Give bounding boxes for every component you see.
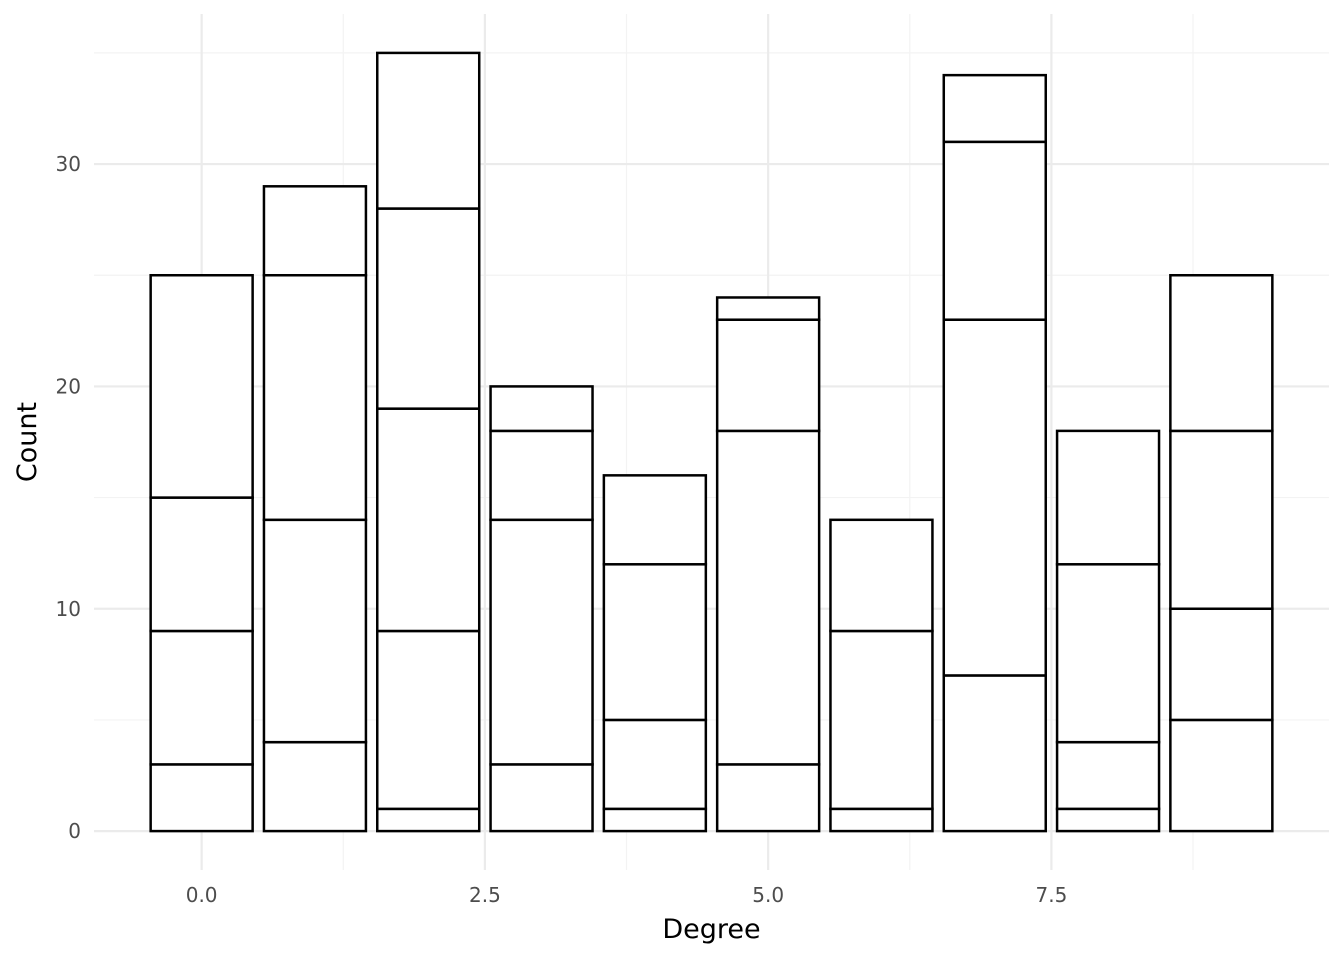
bar-segment (715, 318, 821, 433)
x-axis-title: Degree (662, 914, 760, 945)
bar-segment (1169, 607, 1274, 722)
y-axis-title: Count (12, 402, 43, 482)
y-tick-label: 10 (56, 597, 81, 621)
bar-segment (262, 185, 368, 277)
bar-segment (149, 273, 254, 499)
bar-segment (1055, 429, 1161, 566)
bars (149, 51, 1274, 833)
bar-segment (376, 207, 481, 410)
y-axis-tick-labels: 0 10 20 30 (56, 152, 81, 843)
y-tick-label: 30 (56, 152, 81, 176)
y-tick-label: 20 (56, 374, 81, 398)
bar-segment (489, 763, 594, 833)
bar-segment (262, 740, 368, 833)
bar-segment (829, 807, 934, 833)
bar-segment (149, 763, 254, 833)
bar-segment (1169, 273, 1274, 433)
bar-segment (602, 807, 708, 833)
bar-segment (262, 518, 368, 744)
x-tick-label: 5.0 (752, 883, 784, 907)
bar-segment (602, 563, 708, 722)
bar-segment (376, 51, 481, 210)
bar-segment (489, 518, 594, 766)
x-tick-label: 0.0 (186, 883, 218, 907)
bar-segment (829, 629, 934, 811)
x-axis-tick-labels: 0.0 2.5 5.0 7.5 (186, 883, 1068, 907)
bar-segment (262, 273, 368, 522)
bar-segment (942, 318, 1047, 677)
bar-segment (1055, 807, 1161, 833)
bar-segment (602, 718, 708, 811)
bar-segment (376, 629, 481, 811)
bar-segment (489, 429, 594, 522)
bar-segment (715, 429, 821, 766)
bar-segment (715, 763, 821, 833)
bar-segment (489, 385, 594, 433)
x-tick-label: 7.5 (1036, 883, 1068, 907)
y-tick-label: 0 (68, 819, 81, 843)
bar-segment (715, 296, 821, 321)
bar-segment (942, 674, 1047, 833)
bar-segment (149, 496, 254, 633)
bar-segment (602, 474, 708, 566)
bar-segment (1055, 563, 1161, 744)
x-tick-label: 2.5 (469, 883, 501, 907)
bar-segment (1169, 429, 1274, 611)
bar-segment (1055, 740, 1161, 811)
bar-segment (376, 807, 481, 833)
bar-segment (942, 140, 1047, 321)
bar-segment (376, 407, 481, 633)
bar-segment (829, 518, 934, 633)
bar-segment (149, 629, 254, 766)
bar-segment (1169, 718, 1274, 833)
bar-segment (942, 73, 1047, 144)
